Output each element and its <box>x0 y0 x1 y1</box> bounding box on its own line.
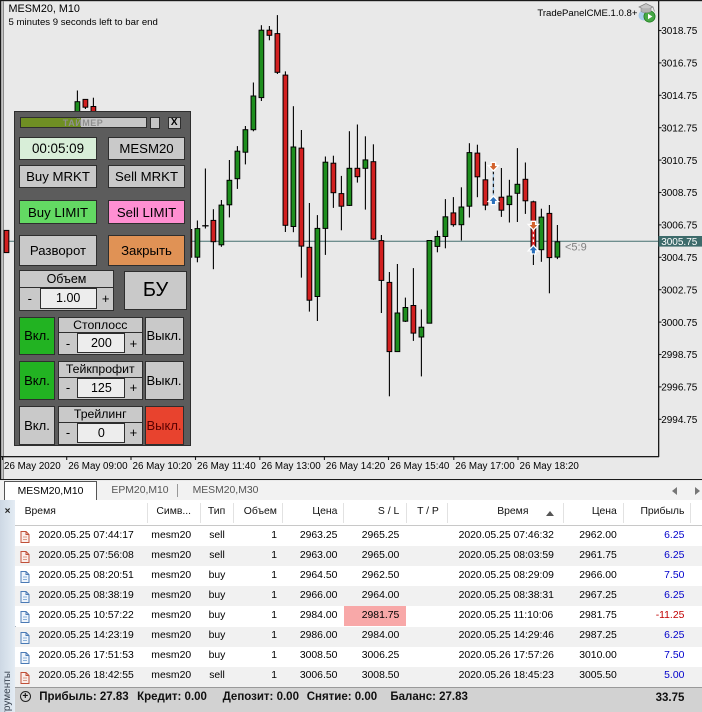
svg-text:26 May 17:00: 26 May 17:00 <box>455 461 515 472</box>
svg-text:3010.75: 3010.75 <box>661 156 698 167</box>
svg-text:26 May 15:40: 26 May 15:40 <box>390 461 450 472</box>
svg-text:2996.75: 2996.75 <box>661 383 698 394</box>
svg-text:<5:9: <5:9 <box>565 242 587 254</box>
svg-text:26 May 09:00: 26 May 09:00 <box>68 461 128 472</box>
svg-text:26 May 2020: 26 May 2020 <box>4 461 61 472</box>
svg-text:2998.75: 2998.75 <box>661 350 698 361</box>
svg-text:5 minutes 9 seconds left to ba: 5 minutes 9 seconds left to bar end <box>9 17 158 28</box>
svg-text:3006.75: 3006.75 <box>661 221 698 232</box>
svg-text:3004.75: 3004.75 <box>661 253 698 264</box>
svg-text:3014.75: 3014.75 <box>661 91 698 102</box>
svg-text:26 May 18:20: 26 May 18:20 <box>520 461 580 472</box>
svg-text:TradePanelCME.1.0.8+: TradePanelCME.1.0.8+ <box>537 8 638 19</box>
svg-text:3000.75: 3000.75 <box>661 318 698 329</box>
svg-text:3008.75: 3008.75 <box>661 188 698 199</box>
svg-text:3005.75: 3005.75 <box>661 237 698 248</box>
svg-text:26 May 14:20: 26 May 14:20 <box>326 461 386 472</box>
svg-text:3016.75: 3016.75 <box>661 59 698 70</box>
svg-text:3018.75: 3018.75 <box>661 26 698 37</box>
svg-text:26 May 10:20: 26 May 10:20 <box>133 461 193 472</box>
svg-text:MESM20, M10: MESM20, M10 <box>9 3 80 15</box>
svg-text:3002.75: 3002.75 <box>661 285 698 296</box>
svg-text:26 May 11:40: 26 May 11:40 <box>197 461 256 472</box>
svg-text:2994.75: 2994.75 <box>661 415 698 426</box>
svg-text:26 May 13:00: 26 May 13:00 <box>261 461 321 472</box>
svg-text:3012.75: 3012.75 <box>661 123 698 134</box>
